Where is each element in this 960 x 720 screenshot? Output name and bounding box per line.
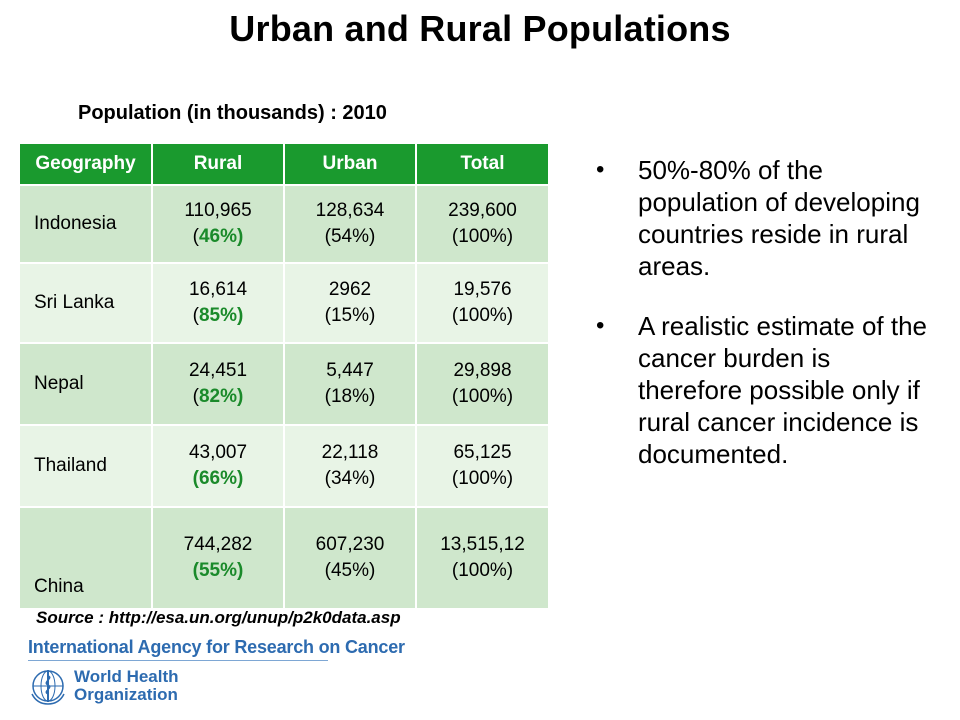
urban-value: 5,447 [326, 360, 374, 382]
rural-value: 110,965 [184, 200, 252, 222]
who-wordmark: World Health Organization [74, 668, 179, 704]
rural-cell: 16,614 (85%) [152, 262, 285, 343]
rural-percent: (55%) [192, 560, 244, 581]
geography-cell: Nepal [20, 342, 153, 425]
who-emblem-icon [31, 670, 65, 705]
urban-cell: 2962 (15%) [284, 262, 417, 343]
table-row: Indonesia 110,965 (46%) 128,634 (54%) 239,… [20, 184, 548, 263]
rural-value: 744,282 [183, 534, 253, 556]
total-percent: (100%) [451, 468, 514, 489]
rural-cell: 43,007 (66%) [152, 424, 285, 507]
bullet-item: • A realistic estimate of the cancer bur… [594, 310, 934, 470]
urban-value: 607,230 [315, 534, 385, 556]
urban-cell: 5,447 (18%) [284, 342, 417, 425]
footer-divider [28, 660, 328, 661]
rural-percent: (66%) [192, 468, 244, 489]
urban-value: 2962 [328, 279, 372, 301]
table-subtitle: Population (in thousands) : 2010 [78, 102, 387, 124]
rural-cell: 24,451 (82%) [152, 342, 285, 425]
bullet-text: 50%-80% of the population of developing … [638, 155, 920, 281]
rural-cell: 110,965 (46%) [152, 184, 285, 263]
header-urban: Urban [284, 144, 417, 185]
bullet-item: • 50%-80% of the population of developin… [594, 154, 934, 282]
urban-percent: (54%) [324, 226, 376, 247]
total-cell: 239,600 (100%) [416, 184, 548, 263]
total-value: 13,515,12 [440, 534, 525, 556]
bullet-dot-icon: • [596, 312, 605, 339]
total-value: 65,125 [453, 442, 512, 464]
total-percent: (100%) [451, 305, 514, 326]
rural-cell: 744,282 (55%) [152, 506, 285, 608]
total-percent: (100%) [451, 386, 514, 407]
geography-cell: China [20, 506, 153, 608]
urban-cell: 128,634 (54%) [284, 184, 417, 263]
header-total: Total [416, 144, 548, 185]
rural-percent: 46% [198, 226, 238, 247]
agency-name: International Agency for Research on Can… [28, 637, 405, 657]
table-header-row: Geography Rural Urban Total [20, 144, 548, 185]
geography-cell: Indonesia [20, 184, 153, 263]
table-row: China 744,282 (55%) 607,230 (45%) 13,515,1… [20, 506, 548, 608]
rural-percent: 82% [198, 386, 238, 407]
total-value: 19,576 [453, 279, 512, 301]
who-line-1: World Health [74, 667, 179, 686]
slide-title: Urban and Rural Populations [229, 8, 731, 49]
urban-percent: (45%) [324, 560, 376, 581]
total-percent: (100%) [451, 226, 514, 247]
total-value: 29,898 [453, 360, 512, 382]
header-rural: Rural [152, 144, 285, 185]
source-note: Source : http://esa.un.org/unup/p2k0data… [36, 608, 401, 627]
total-value: 239,600 [448, 200, 517, 222]
rural-value: 24,451 [188, 360, 248, 382]
table-row: Thailand 43,007 (66%) 22,118 (34%) 65,125 (… [20, 424, 548, 507]
total-cell: 19,576 (100%) [416, 262, 548, 343]
bullet-list: • 50%-80% of the population of developin… [594, 154, 934, 498]
bullet-text: A realistic estimate of the cancer burde… [638, 311, 928, 469]
geography-cell: Thailand [20, 424, 153, 507]
total-percent: (100%) [451, 560, 514, 581]
bullet-dot-icon: • [596, 156, 605, 183]
geography-cell: Sri Lanka [20, 262, 153, 343]
rural-percent: 85% [198, 305, 238, 326]
total-cell: 29,898 (100%) [416, 342, 548, 425]
header-geography: Geography [20, 144, 153, 185]
population-table: Geography Rural Urban Total Indonesia 11… [20, 144, 548, 608]
table-row: Nepal 24,451 (82%) 5,447 (18%) 29,898 (100%… [20, 342, 548, 425]
urban-cell: 22,118 (34%) [284, 424, 417, 507]
total-cell: 13,515,12 (100%) [416, 506, 548, 608]
urban-percent: (34%) [324, 468, 376, 489]
rural-value: 43,007 [188, 442, 248, 464]
who-line-2: Organization [74, 685, 178, 704]
urban-percent: (15%) [324, 305, 376, 326]
table-row: Sri Lanka 16,614 (85%) 2962 (15%) 19,576 (1… [20, 262, 548, 343]
urban-value: 22,118 [321, 442, 379, 464]
rural-value: 16,614 [188, 279, 248, 301]
urban-cell: 607,230 (45%) [284, 506, 417, 608]
urban-percent: (18%) [324, 386, 376, 407]
urban-value: 128,634 [315, 200, 385, 222]
total-cell: 65,125 (100%) [416, 424, 548, 507]
